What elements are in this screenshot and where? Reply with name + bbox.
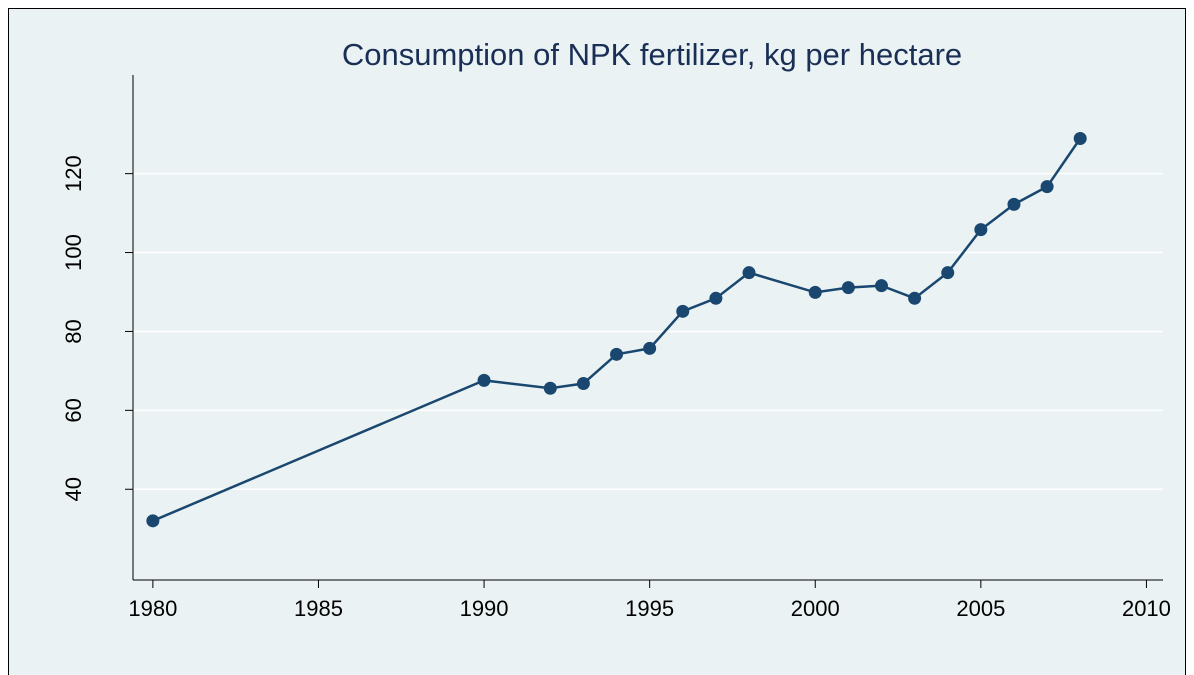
point (709, 291, 723, 305)
point (808, 285, 822, 299)
point (941, 266, 955, 280)
x-tick-label: 2005 (956, 596, 1005, 621)
x-tick-label: 1985 (294, 596, 343, 621)
point (643, 341, 657, 355)
y-tick-label: 60 (61, 398, 86, 422)
point (1040, 180, 1054, 194)
point (742, 266, 756, 280)
point (543, 381, 557, 395)
x-tick-label: 1995 (625, 596, 674, 621)
point (974, 223, 988, 237)
point (477, 373, 491, 387)
point (908, 291, 922, 305)
x-tick-label: 2010 (1122, 596, 1171, 621)
x-tick-label: 1980 (128, 596, 177, 621)
background (8, 8, 1186, 675)
y-tick-label: 100 (61, 234, 86, 271)
point (576, 377, 590, 391)
point (1007, 197, 1021, 211)
point (610, 347, 624, 361)
point (874, 279, 888, 293)
chart-title: Consumption of NPK fertilizer, kg per he… (342, 37, 962, 72)
y-tick-label: 40 (61, 477, 86, 501)
x-tick-label: 2000 (791, 596, 840, 621)
y-tick-label: 80 (61, 319, 86, 343)
y-tick-label: 120 (61, 155, 86, 192)
point (1073, 132, 1087, 146)
point (146, 514, 160, 528)
point (841, 281, 855, 295)
x-tick-label: 1990 (460, 596, 509, 621)
point (676, 304, 690, 318)
